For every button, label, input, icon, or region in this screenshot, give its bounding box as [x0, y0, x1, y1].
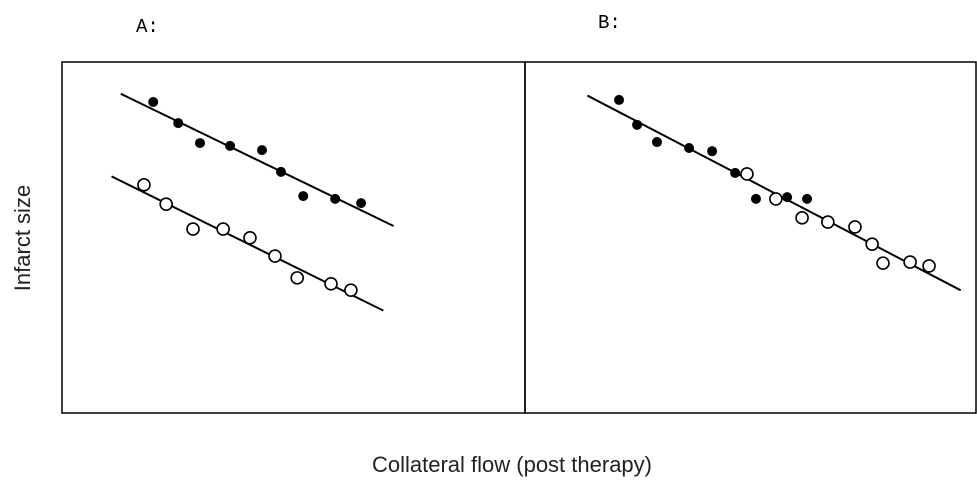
point — [330, 193, 341, 204]
point — [848, 220, 862, 234]
point — [257, 145, 268, 156]
point — [290, 271, 305, 285]
point — [298, 191, 309, 202]
point — [148, 97, 159, 108]
point — [769, 192, 783, 206]
point — [795, 211, 809, 225]
point — [821, 215, 835, 229]
point — [865, 237, 879, 251]
point — [740, 167, 754, 181]
point — [730, 167, 741, 178]
point — [268, 249, 282, 263]
point — [194, 138, 205, 149]
x-axis-label: Collateral flow (post therapy) — [372, 452, 652, 477]
panel-a-frame — [61, 61, 526, 414]
y-axis-label: Infarct size — [10, 185, 35, 291]
fit-line — [120, 92, 394, 227]
point — [707, 146, 718, 157]
panel-title: A: — [136, 16, 159, 38]
point — [216, 222, 230, 236]
point — [614, 94, 625, 105]
point — [876, 256, 890, 270]
point — [632, 119, 643, 130]
point — [344, 283, 358, 297]
point — [802, 193, 813, 204]
panel-title: B: — [598, 12, 621, 34]
point — [750, 193, 761, 204]
point — [324, 277, 338, 291]
point — [173, 118, 184, 129]
point — [137, 178, 151, 192]
point — [684, 142, 695, 153]
point — [922, 259, 936, 273]
point — [225, 140, 236, 151]
point — [186, 222, 200, 236]
point — [651, 137, 662, 148]
point — [782, 192, 793, 203]
panel-b-frame — [524, 61, 977, 414]
point — [243, 231, 257, 245]
point — [159, 197, 173, 211]
point — [356, 198, 367, 209]
point — [903, 255, 917, 269]
point — [275, 166, 286, 177]
